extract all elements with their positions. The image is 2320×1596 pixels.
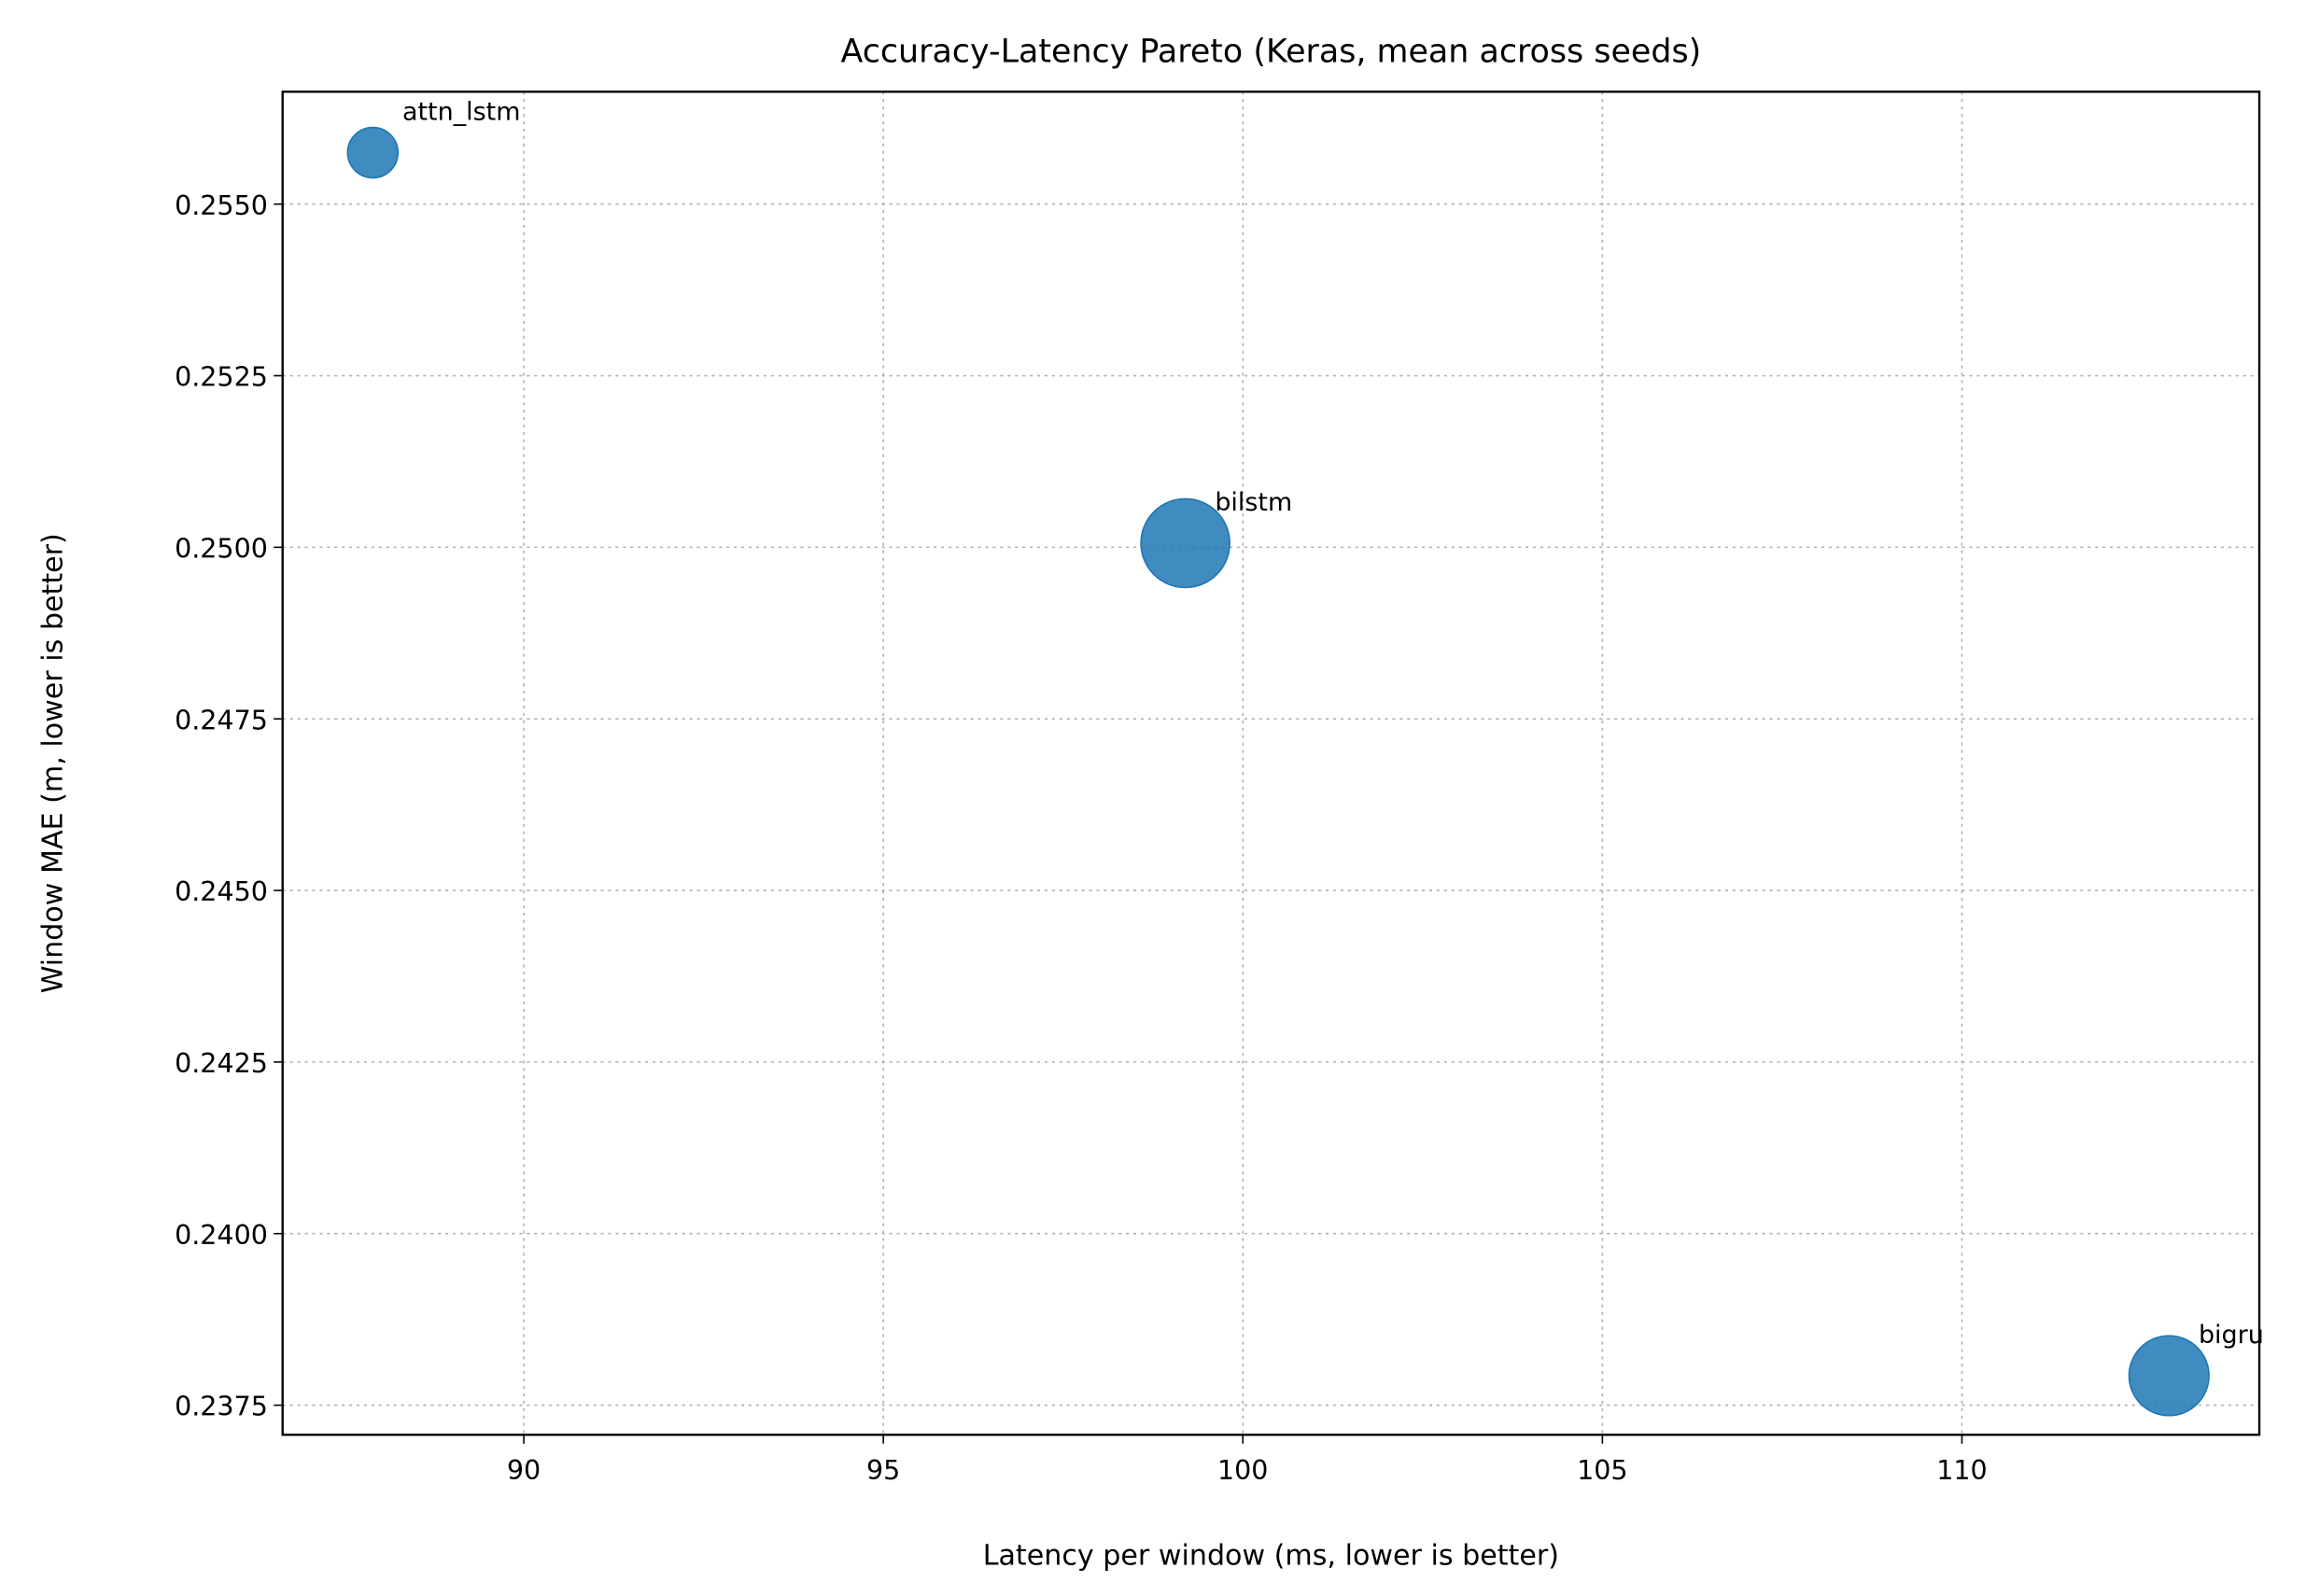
y-tick-label: 0.2425 xyxy=(175,1048,268,1079)
x-tick-label: 105 xyxy=(1577,1455,1627,1486)
x-tick-label: 110 xyxy=(1936,1455,1987,1486)
point-label: attn_lstm xyxy=(402,98,521,127)
y-axis-label: Window MAE (m, lower is better) xyxy=(37,533,70,993)
point-label: bigru xyxy=(2199,1321,2264,1350)
x-tick-label: 100 xyxy=(1217,1455,1268,1486)
y-tick-label: 0.2500 xyxy=(175,533,268,564)
bubble xyxy=(2128,1335,2210,1417)
y-tick-label: 0.2550 xyxy=(175,190,268,221)
plot-frame xyxy=(281,91,2261,1436)
y-tick-label: 0.2400 xyxy=(175,1220,268,1251)
x-axis-label: Latency per window (ms, lower is better) xyxy=(983,1540,1559,1573)
point-label: bilstm xyxy=(1215,488,1292,517)
x-tick-label: 90 xyxy=(507,1455,541,1486)
y-tick-label: 0.2475 xyxy=(175,705,268,735)
y-tick-label: 0.2525 xyxy=(175,362,268,393)
bubble xyxy=(346,126,400,179)
chart-title: Accuracy-Latency Pareto (Keras, mean acr… xyxy=(840,34,1701,71)
y-tick-label: 0.2375 xyxy=(175,1392,268,1422)
x-tick-label: 95 xyxy=(866,1455,900,1486)
y-tick-label: 0.2450 xyxy=(175,876,268,907)
bubble xyxy=(1140,497,1230,589)
